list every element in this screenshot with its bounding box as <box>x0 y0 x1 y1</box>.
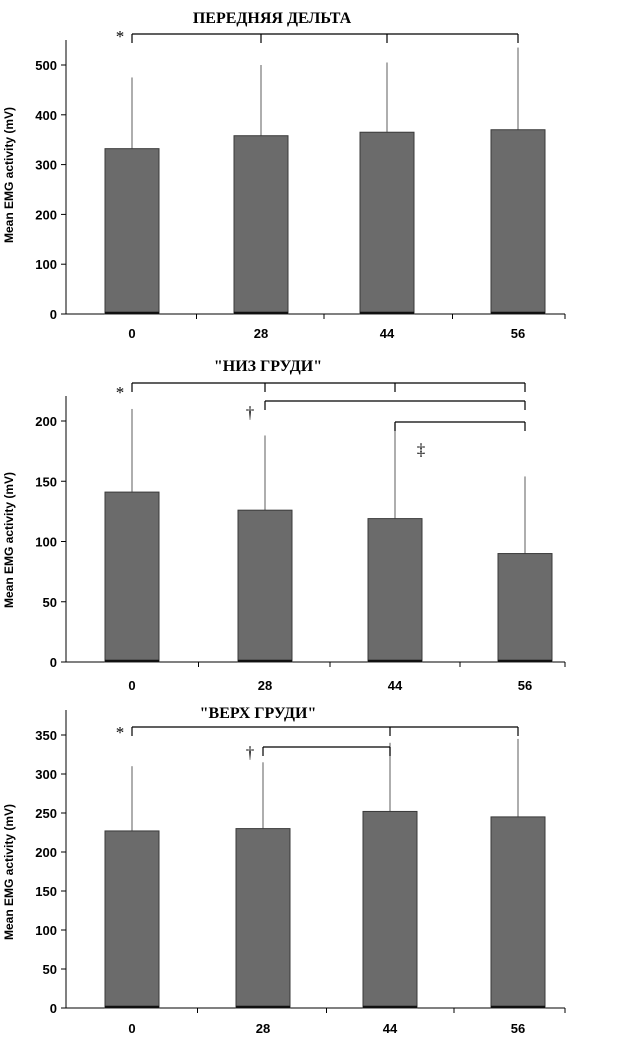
y-tick-label: 400 <box>35 108 57 123</box>
y-tick-label: 300 <box>35 767 57 782</box>
x-tick-label: 44 <box>383 1021 398 1036</box>
y-axis-label: Mean EMG activity (mV) <box>2 804 16 940</box>
significance-symbol: † <box>246 403 255 422</box>
bar-0 <box>104 830 160 1009</box>
y-tick-label: 50 <box>43 595 57 610</box>
bar-44 <box>359 131 415 315</box>
y-tick-label: 200 <box>35 845 57 860</box>
bar-28 <box>237 509 293 663</box>
y-tick-label: 0 <box>50 307 57 322</box>
chart-title: "ВЕРХ ГРУДИ" <box>200 705 317 722</box>
y-tick-label: 100 <box>35 257 57 272</box>
y-tick-label: 250 <box>35 806 57 821</box>
x-tick-label: 0 <box>128 1021 135 1036</box>
significance-symbol: * <box>116 383 125 402</box>
significance-symbol: ‡ <box>417 440 426 459</box>
y-tick-label: 200 <box>35 414 57 429</box>
y-tick-label: 100 <box>35 923 57 938</box>
x-tick-label: 44 <box>380 326 395 341</box>
bar-44 <box>367 518 423 663</box>
y-tick-label: 50 <box>43 962 57 977</box>
chart-title: ПЕРЕДНЯЯ ДЕЛЬТА <box>193 10 352 27</box>
bar-28 <box>233 135 289 315</box>
significance-symbol: * <box>116 27 125 46</box>
x-tick-label: 44 <box>388 678 403 693</box>
bar-0 <box>104 491 160 663</box>
chart-title: "НИЗ ГРУДИ" <box>214 358 322 375</box>
x-tick-label: 28 <box>256 1021 270 1036</box>
y-tick-label: 500 <box>35 58 57 73</box>
y-tick-label: 150 <box>35 884 57 899</box>
significance-symbol: † <box>246 743 255 762</box>
y-tick-label: 300 <box>35 158 57 173</box>
x-tick-label: 56 <box>511 1021 525 1036</box>
y-axis-label: Mean EMG activity (mV) <box>2 107 16 243</box>
chart-panel-upper-chest: "ВЕРХ ГРУДИ" Mean EMG activity (mV) 0 50 1… <box>2 705 566 1036</box>
y-tick-label: 0 <box>50 655 57 670</box>
x-tick-label: 28 <box>254 326 268 341</box>
y-tick-label: 350 <box>35 728 57 743</box>
x-tick-label: 56 <box>511 326 525 341</box>
chart-panel-lower-chest: "НИЗ ГРУДИ" Mean EMG activity (mV) 0 50 10… <box>2 358 566 693</box>
significance-symbol: * <box>116 723 125 742</box>
y-tick-label: 150 <box>35 474 57 489</box>
x-tick-label: 28 <box>258 678 272 693</box>
y-tick-label: 0 <box>50 1001 57 1016</box>
bar-44 <box>362 810 418 1009</box>
bar-56 <box>490 816 546 1009</box>
y-tick-label: 100 <box>35 535 57 550</box>
x-tick-label: 56 <box>518 678 532 693</box>
x-tick-label: 0 <box>128 326 135 341</box>
chart-panel-anterior-deltoid: ПЕРЕДНЯЯ ДЕЛЬТА Mean EMG activity (mV) 0… <box>2 10 566 341</box>
y-tick-label: 200 <box>35 207 57 222</box>
bar-56 <box>490 129 546 315</box>
bar-28 <box>235 828 291 1009</box>
bar-56 <box>497 553 553 663</box>
y-axis-label: Mean EMG activity (mV) <box>2 472 16 608</box>
x-tick-label: 0 <box>128 678 135 693</box>
bar-0 <box>104 148 160 315</box>
